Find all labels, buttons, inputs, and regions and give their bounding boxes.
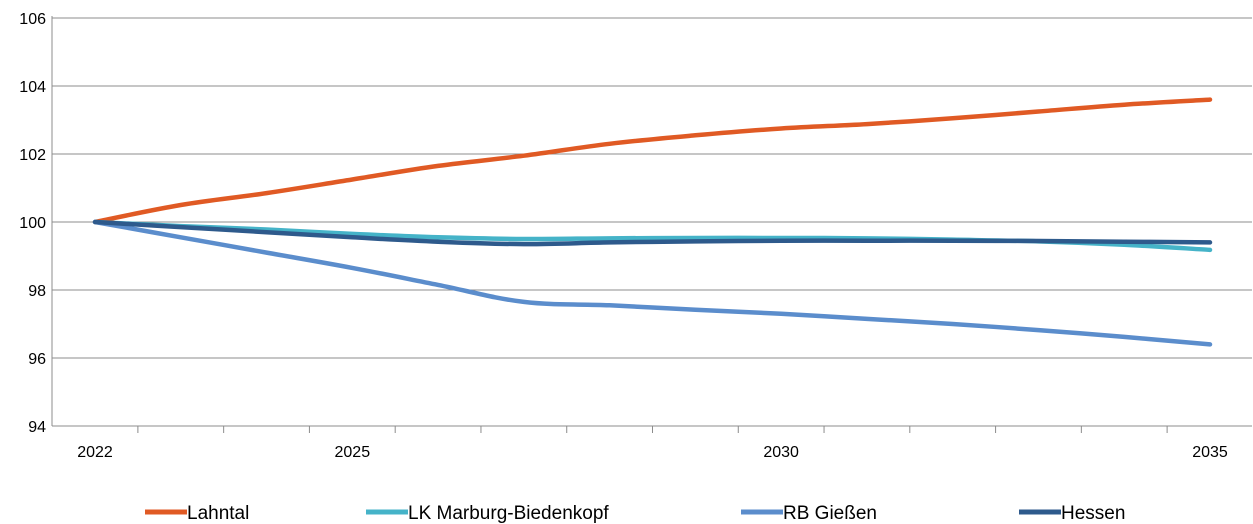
y-tick-label: 106 <box>19 11 46 28</box>
series-line-lk-marburg-biedenkopf <box>92 219 1213 253</box>
x-tick-label: 2025 <box>335 444 371 461</box>
y-tick-label: 98 <box>28 283 46 300</box>
y-tick-label: 102 <box>19 147 46 164</box>
legend-label: Hessen <box>1061 503 1125 524</box>
x-axis-ticks: 2022 2025 2030 2035 <box>77 426 1228 461</box>
legend: Lahntal LK Marburg-Biedenkopf RB Gießen Hes… <box>145 503 1125 524</box>
legend-label: RB Gießen <box>783 503 877 524</box>
y-tick-label: 96 <box>28 351 46 368</box>
legend-item-lk-marburg-biedenkopf: LK Marburg-Biedenkopf <box>366 503 609 524</box>
series-lines <box>92 97 1213 347</box>
gridlines <box>52 17 1252 359</box>
legend-item-rb-giessen: RB Gießen <box>741 503 877 524</box>
x-tick-label: 2035 <box>1192 444 1228 461</box>
series-line-lahntal <box>92 97 1213 225</box>
legend-label: Lahntal <box>187 503 249 524</box>
axes <box>51 16 1252 427</box>
y-axis-ticks: 94 96 98 100 102 104 106 <box>19 11 46 436</box>
legend-label: LK Marburg-Biedenkopf <box>408 503 609 524</box>
y-tick-label: 104 <box>19 79 46 96</box>
series-line-rb-giessen <box>92 219 1213 347</box>
y-tick-label: 94 <box>28 419 46 436</box>
x-tick-label: 2030 <box>763 444 799 461</box>
series-line-hessen <box>92 219 1213 247</box>
legend-item-lahntal: Lahntal <box>145 503 249 524</box>
legend-item-hessen: Hessen <box>1019 503 1125 524</box>
y-tick-label: 100 <box>19 215 46 232</box>
x-tick-label: 2022 <box>77 444 113 461</box>
